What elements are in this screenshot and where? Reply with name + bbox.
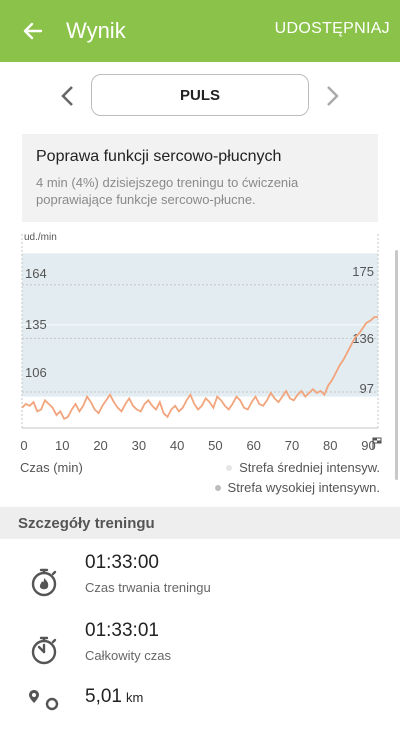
heart-rate-chart: ud./min 164 135 106 175 136 97 0 10 20 30 40…	[20, 232, 382, 453]
left-label-1: 135	[25, 317, 47, 332]
stopwatch-icon	[31, 636, 57, 665]
scrollbar[interactable]	[395, 250, 398, 480]
back-button[interactable]	[20, 18, 46, 44]
finish-flag-icon	[372, 437, 382, 449]
x-tick-40: 40	[170, 438, 184, 453]
legend-dot-high	[214, 484, 221, 491]
left-label-2: 106	[25, 365, 47, 380]
legend-medium: Strefa średniej intensyw.	[226, 460, 380, 475]
x-tick-20: 20	[93, 438, 107, 453]
detail-total-time: 01:33:01 Całkowity czas	[0, 620, 400, 684]
detail-distance: 5,01 km	[0, 686, 400, 750]
x-axis-label: Czas (min)	[20, 460, 83, 475]
duration-label: Czas trwania treningu	[85, 580, 211, 595]
right-label-1: 136	[352, 331, 374, 346]
previous-metric-button[interactable]	[52, 80, 84, 112]
chevron-right-icon	[327, 86, 339, 106]
distance-value: 5,01 km	[85, 686, 143, 708]
x-tick-0: 0	[20, 438, 27, 453]
cardio-info-card: Poprawa funkcji sercowo-płucnych 4 min (…	[22, 134, 378, 222]
x-tick-80: 80	[323, 438, 337, 453]
left-label-0: 164	[25, 266, 47, 281]
right-label-2: 97	[360, 381, 374, 396]
info-description: 4 min (4%) dzisiejszego treningu to ćwic…	[36, 175, 299, 207]
share-button[interactable]: UDOSTĘPNIAJ	[274, 20, 390, 37]
stopwatch-flame-icon	[31, 568, 57, 597]
distance-number: 5,01	[85, 686, 122, 707]
info-title: Poprawa funkcji sercowo-płucnych	[36, 148, 282, 165]
x-tick-50: 50	[208, 438, 222, 453]
arrow-left-icon	[23, 22, 43, 40]
x-tick-70: 70	[285, 438, 299, 453]
right-label-0: 175	[352, 264, 374, 279]
chevron-left-icon	[61, 86, 73, 106]
metric-selector: PULS	[0, 74, 400, 118]
x-tick-30: 30	[132, 438, 146, 453]
page-title: Wynik	[66, 18, 126, 43]
y-axis-label: ud./min	[24, 232, 57, 243]
details-section-header: Szczegóły treningu	[0, 507, 400, 539]
x-tick-60: 60	[246, 438, 260, 453]
duration-value: 01:33:00	[85, 552, 159, 573]
total-time-value: 01:33:01	[85, 620, 159, 641]
app-bar: Wynik UDOSTĘPNIAJ	[0, 0, 400, 62]
zone-band-1	[22, 252, 378, 325]
total-time-label: Całkowity czas	[85, 648, 171, 663]
legend-high: Strefa wysokiej intensywn.	[214, 480, 380, 495]
zone-band-0	[22, 324, 378, 397]
details-title: Szczegóły treningu	[18, 515, 155, 532]
distance-unit: km	[125, 690, 144, 705]
legend-dot-medium	[226, 464, 233, 471]
next-metric-button[interactable]	[316, 80, 348, 112]
x-tick-10: 10	[55, 438, 69, 453]
legend-high-label: Strefa wysokiej intensywn.	[227, 480, 380, 495]
detail-duration: 01:33:00 Czas trwania treningu	[0, 552, 400, 616]
metric-name[interactable]: PULS	[91, 74, 309, 116]
legend-medium-label: Strefa średniej intensyw.	[239, 460, 380, 475]
distance-pin-icon	[29, 690, 59, 711]
x-tick-90: 90	[361, 438, 375, 453]
heart-rate-line	[21, 316, 378, 421]
